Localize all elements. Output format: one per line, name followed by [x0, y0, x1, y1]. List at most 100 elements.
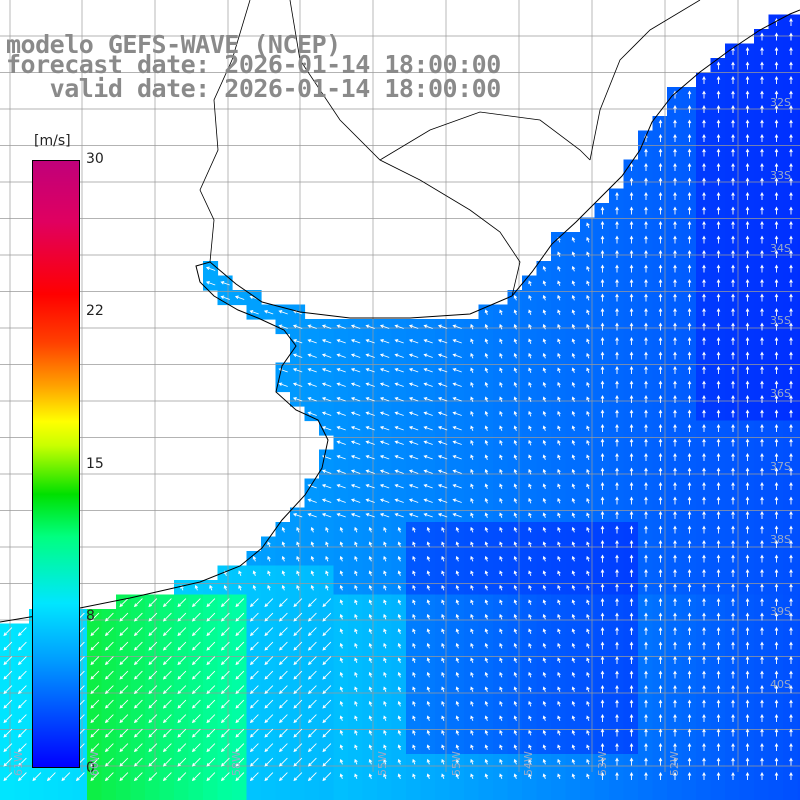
wind-arrow: [437, 426, 448, 431]
wind-arrow: [644, 308, 648, 316]
wind-arrow: [615, 598, 619, 606]
wind-arrow: [774, 641, 779, 650]
wind-cell: [203, 638, 219, 654]
wind-arrow: [629, 177, 634, 186]
wind-arrow: [774, 743, 779, 751]
wind-cell: [261, 638, 277, 654]
wind-cell: [101, 783, 117, 799]
wind-arrow: [484, 512, 489, 518]
wind-arrow: [615, 627, 619, 635]
wind-arrow: [499, 497, 503, 504]
wind-arrow: [394, 484, 404, 489]
wind-arrow: [513, 686, 518, 692]
wind-arrow: [702, 728, 706, 737]
wind-cell: [174, 710, 190, 726]
wind-arrow: [437, 469, 448, 474]
wind-arrow: [629, 453, 634, 461]
wind-arrow: [397, 642, 402, 649]
wind-arrow: [354, 671, 358, 678]
wind-arrow: [745, 728, 750, 737]
wind-arrow: [484, 541, 489, 547]
wind-cell: [188, 797, 204, 800]
wind-cell: [87, 783, 103, 799]
wind-arrow: [716, 511, 721, 519]
wind-arrow: [368, 758, 373, 765]
wind-arrow: [354, 715, 358, 721]
wind-arrow: [133, 670, 143, 680]
wind-arrow: [716, 482, 721, 490]
wind-arrow: [452, 440, 462, 445]
wind-arrow: [264, 728, 274, 738]
wind-arrow: [220, 728, 230, 738]
colorbar-tick-label: 15: [86, 456, 104, 472]
wind-arrow: [629, 685, 634, 693]
wind-arrow: [426, 715, 431, 721]
wind-arrow: [339, 715, 344, 721]
wind-arrow: [354, 613, 358, 620]
wind-arrow: [383, 642, 387, 649]
wind-arrow: [484, 729, 489, 736]
wind-arrow: [528, 526, 532, 533]
wind-arrow: [408, 324, 419, 329]
wind-arrow: [238, 584, 242, 591]
wind-arrow: [542, 512, 547, 518]
wind-arrow: [426, 628, 431, 634]
wind-arrow: [687, 409, 692, 418]
wind-arrow: [615, 250, 619, 258]
wind-cell: [14, 638, 30, 654]
wind-arrow: [148, 685, 158, 695]
wind-arrow: [760, 119, 764, 128]
wind-cell: [797, 203, 800, 219]
wind-arrow: [441, 686, 445, 692]
wind-cell: [797, 348, 800, 364]
wind-arrow: [789, 438, 793, 447]
wind-cell: [797, 638, 800, 654]
wind-arrow: [586, 381, 590, 388]
wind-arrow: [267, 541, 271, 547]
wind-arrow: [760, 250, 764, 258]
wind-arrow: [774, 351, 779, 360]
wind-cell: [0, 710, 16, 726]
wind-arrow: [354, 642, 358, 649]
wind-arrow: [774, 627, 779, 635]
wind-arrow: [17, 641, 27, 651]
wind-arrow: [499, 439, 503, 446]
wind-arrow: [571, 367, 576, 373]
wind-arrow: [528, 294, 532, 301]
wind-arrow: [249, 656, 259, 666]
wind-arrow: [513, 323, 518, 330]
wind-arrow: [220, 757, 230, 767]
wind-arrow: [350, 339, 361, 344]
wind-arrow: [542, 410, 547, 417]
wind-arrow: [17, 685, 27, 695]
wind-arrow: [513, 613, 518, 620]
wind-arrow: [687, 569, 692, 577]
wind-arrow: [760, 351, 764, 360]
wind-arrow: [789, 699, 793, 708]
lat-label: 33S: [770, 169, 791, 182]
wind-arrow: [571, 744, 576, 750]
wind-arrow: [687, 177, 692, 186]
wind-arrow: [789, 424, 793, 432]
wind-cell: [304, 667, 320, 683]
wind-arrow: [702, 670, 706, 679]
wind-arrow: [600, 540, 605, 548]
wind-arrow: [760, 163, 764, 171]
wind-arrow: [774, 540, 779, 548]
wind-arrow: [557, 758, 561, 765]
wind-cell: [87, 710, 103, 726]
wind-arrow: [162, 656, 172, 666]
wind-arrow: [542, 671, 547, 678]
wind-cell: [29, 768, 45, 784]
wind-arrow: [687, 467, 692, 476]
wind-arrow: [745, 699, 750, 708]
wind-arrow: [499, 570, 503, 576]
wind-arrow: [557, 352, 561, 359]
wind-cell: [246, 609, 262, 625]
wind-arrow: [658, 496, 663, 505]
wind-arrow: [194, 584, 199, 591]
wind-cell: [159, 638, 175, 654]
wind-arrow: [658, 511, 663, 519]
wind-cell: [217, 609, 233, 625]
wind-arrow: [702, 569, 706, 577]
